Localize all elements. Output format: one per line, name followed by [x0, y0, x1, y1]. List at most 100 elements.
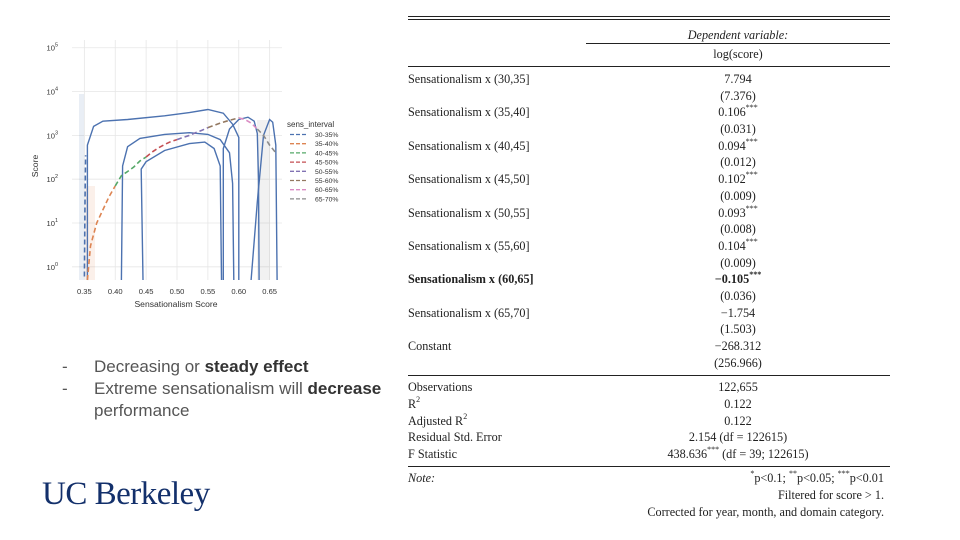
se-row: (7.376): [408, 88, 890, 105]
series-line-35-40%: [86, 185, 116, 281]
series-line-30-35%: [83, 155, 87, 277]
bullet-text: Extreme sensationalism will: [94, 379, 308, 398]
se-value: (0.009): [720, 255, 756, 270]
legend-entry: 35-40%: [315, 141, 338, 148]
y-tick-label: 105: [46, 43, 58, 53]
bullet-after: performance: [94, 401, 190, 420]
coef-label: Sensationalism x (65,70]: [408, 305, 530, 320]
x-tick-label: 0.45: [139, 287, 154, 296]
coef-value: 0.102***: [718, 170, 758, 187]
se-row: (0.012): [408, 154, 890, 171]
se-row: (1.503): [408, 321, 890, 338]
sensationalism-score-chart: 0.35 0.40 0.45 0.50 0.55 0.60 0.65 10010110210…: [30, 40, 338, 309]
se-row: (0.009): [408, 255, 890, 272]
uc-berkeley-logo: UC Berkeley: [42, 476, 210, 512]
table-top-rule-inner: [408, 19, 890, 20]
coef-row: Sensationalism x (60,65] −0.105***: [408, 270, 890, 288]
coef-row: Sensationalism x (55,60] 0.104***: [408, 236, 890, 255]
grid-lines: [72, 40, 282, 280]
y-tick-label: 102: [46, 174, 58, 184]
coef-value: −1.754: [720, 305, 756, 320]
stat-value: 122,655: [718, 380, 758, 395]
statistics-rows: Observations 122,655 R2 0.122 Adjusted R2 0.1…: [408, 376, 890, 462]
legend-entry: 60-65%: [315, 187, 338, 194]
se-value: (256.966): [714, 355, 762, 370]
note-label: Note:: [408, 470, 436, 485]
density-contour: [120, 131, 235, 281]
coef-row: Sensationalism x (30,35] 7.794: [408, 71, 890, 88]
regression-table: Dependent variable: log(score) Sensation…: [408, 16, 890, 519]
stat-label: Residual Std. Error: [408, 430, 502, 445]
density-contours: [86, 108, 278, 281]
y-tick-label: 100: [46, 262, 58, 272]
legend-entry: 30-35%: [315, 132, 338, 139]
stat-value: 438.636*** (df = 39; 122615): [667, 445, 809, 462]
coef-label: Sensationalism x (30,35]: [408, 72, 530, 86]
coef-row: Sensationalism x (65,70] −1.754: [408, 305, 890, 322]
stats-rule: [408, 371, 890, 377]
density-contour: [222, 116, 260, 281]
se-row: (256.966): [408, 355, 890, 372]
note-filter: Filtered for score > 1.: [777, 487, 884, 502]
table-top-rule: [408, 16, 890, 17]
series-line-50-55%: [176, 126, 209, 141]
coef-row: Sensationalism x (50,55] 0.093***: [408, 204, 890, 222]
bullet-item: - Extreme sensationalism will decrease pe…: [62, 378, 394, 422]
bullet-bold: decrease: [307, 379, 382, 398]
coef-row: Sensationalism x (45,50] 0.102***: [408, 170, 890, 188]
coef-row: Sensationalism x (40,45] 0.094***: [408, 137, 890, 155]
bullet-list: - Decreasing or steady effect - Extreme se…: [62, 356, 394, 422]
stat-row: Observations 122,655: [408, 379, 890, 396]
legend-title: sens_interval: [287, 120, 334, 129]
bullet-text: Decreasing or: [94, 357, 205, 376]
se-row: (0.031): [408, 121, 890, 138]
stat-label: Adjusted R2: [408, 411, 468, 428]
stat-row: F Statistic 438.636*** (df = 39; 122615): [408, 445, 890, 463]
note-corrections: Corrected for year, month, and domain ca…: [647, 504, 884, 519]
stat-row: Residual Std. Error 2.154 (df = 122615): [408, 429, 890, 446]
legend: sens_interval 30-35% 35-40% 40-45% 45-50% 50…: [287, 120, 338, 203]
ci-band-65-70: [257, 120, 270, 280]
x-tick-label: 0.40: [108, 287, 123, 296]
x-tick-label: 0.55: [200, 287, 215, 296]
dependent-variable-header: Dependent variable:: [687, 28, 789, 42]
stat-value: 0.122: [724, 413, 752, 428]
series-line-45-50%: [145, 138, 178, 158]
series-lines: [83, 117, 277, 281]
dependent-variable-name: log(score): [713, 47, 763, 61]
legend-entry: 55-60%: [315, 178, 338, 185]
stat-row: R2 0.122: [408, 395, 890, 413]
legend-entry: 45-50%: [315, 160, 338, 167]
coefficient-rows: Sensationalism x (30,35] 7.794 (7.376) Sens…: [408, 67, 890, 371]
se-value: (0.036): [720, 288, 756, 303]
stat-label: Observations: [408, 380, 473, 395]
bullet-dash: -: [62, 379, 68, 398]
coef-value: 0.106***: [718, 103, 758, 120]
x-tick-label: 0.65: [262, 287, 277, 296]
coef-value: −268.312: [714, 339, 762, 353]
note-significance: *p<0.1; **p<0.05; ***p<0.01: [750, 468, 884, 485]
se-value: (0.008): [720, 222, 756, 237]
x-tick-label: 0.35: [77, 287, 92, 296]
legend-entry: 40-45%: [315, 150, 338, 157]
bullet-item: - Decreasing or steady effect: [62, 356, 394, 378]
y-tick-label: 104: [46, 87, 58, 97]
stat-label: R2: [408, 395, 421, 412]
x-tick-label: 0.50: [170, 287, 185, 296]
header-rule: [586, 43, 890, 44]
series-line-60-65%: [238, 117, 258, 130]
x-axis-ticks: 0.35 0.40 0.45 0.50 0.55 0.60 0.65: [77, 287, 277, 296]
se-value: (7.376): [720, 88, 756, 103]
legend-entry: 65-70%: [315, 196, 338, 203]
coef-label: Sensationalism x (50,55]: [408, 205, 530, 220]
legend-entry: 50-55%: [315, 169, 338, 176]
notes-rule: [408, 463, 890, 467]
y-axis-ticks: 100 101 102 103 104 105: [46, 43, 58, 272]
coef-value: 7.794: [724, 72, 752, 86]
se-value: (0.009): [720, 188, 756, 203]
coef-label: Sensationalism x (40,45]: [408, 138, 530, 153]
y-tick-label: 103: [46, 130, 58, 140]
coef-value: 0.104***: [718, 236, 758, 253]
coef-row: Sensationalism x (35,40] 0.106***: [408, 103, 890, 121]
series-line-55-60%: [207, 117, 239, 129]
